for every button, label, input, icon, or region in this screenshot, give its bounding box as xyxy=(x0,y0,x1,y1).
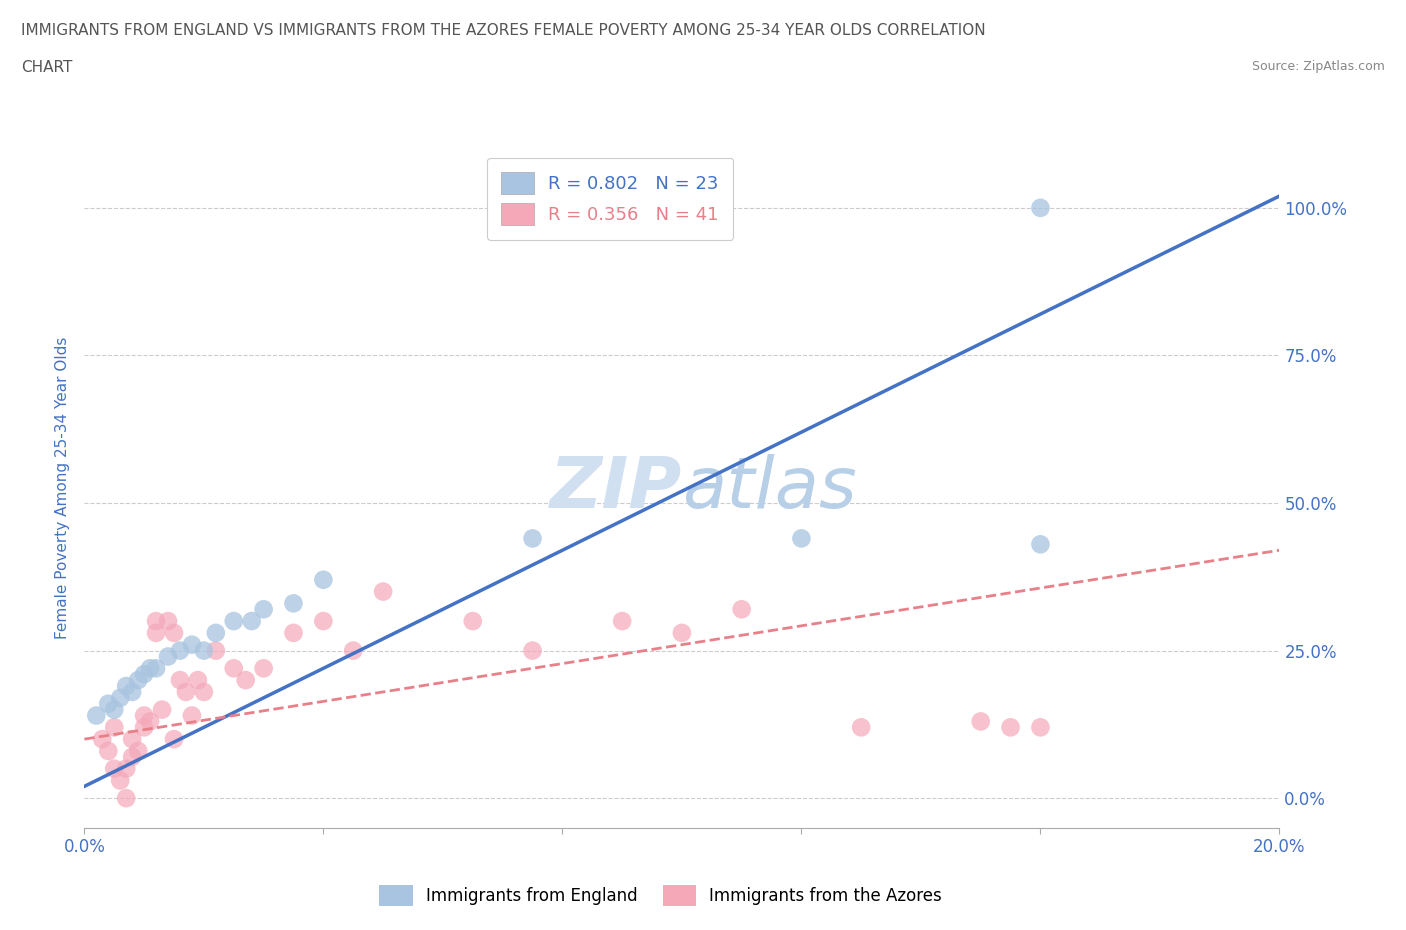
Point xyxy=(205,626,228,641)
Point xyxy=(522,644,544,658)
Point xyxy=(671,626,693,641)
Point xyxy=(110,690,132,705)
Point xyxy=(97,743,120,758)
Point xyxy=(121,750,143,764)
Point xyxy=(86,708,108,723)
Point xyxy=(187,672,209,687)
Point xyxy=(180,708,202,723)
Point xyxy=(849,720,872,735)
Point xyxy=(115,762,138,777)
Point xyxy=(461,614,484,629)
Point xyxy=(371,584,394,599)
Point xyxy=(97,697,120,711)
Text: ZIP: ZIP xyxy=(550,454,682,523)
Point xyxy=(169,672,191,687)
Point xyxy=(253,602,276,617)
Point xyxy=(222,614,245,629)
Text: Source: ZipAtlas.com: Source: ZipAtlas.com xyxy=(1251,60,1385,73)
Y-axis label: Female Poverty Among 25-34 Year Olds: Female Poverty Among 25-34 Year Olds xyxy=(55,337,70,640)
Text: IMMIGRANTS FROM ENGLAND VS IMMIGRANTS FROM THE AZORES FEMALE POVERTY AMONG 25-34: IMMIGRANTS FROM ENGLAND VS IMMIGRANTS FR… xyxy=(21,23,986,38)
Point xyxy=(127,672,149,687)
Point xyxy=(150,702,173,717)
Point xyxy=(121,732,143,747)
Point xyxy=(169,644,191,658)
Point xyxy=(253,661,276,676)
Point xyxy=(127,743,149,758)
Point xyxy=(132,667,156,682)
Point xyxy=(283,596,305,611)
Point xyxy=(240,614,263,629)
Text: atlas: atlas xyxy=(682,454,856,523)
Point xyxy=(115,679,138,694)
Point xyxy=(121,684,143,699)
Point xyxy=(163,626,186,641)
Point xyxy=(193,644,215,658)
Point xyxy=(970,714,993,729)
Point xyxy=(103,762,125,777)
Point xyxy=(312,572,335,587)
Point xyxy=(790,531,813,546)
Point xyxy=(283,626,305,641)
Point xyxy=(145,614,167,629)
Point xyxy=(1000,720,1022,735)
Point xyxy=(163,732,186,747)
Point xyxy=(235,672,257,687)
Legend: R = 0.802   N = 23, R = 0.356   N = 41: R = 0.802 N = 23, R = 0.356 N = 41 xyxy=(486,158,734,240)
Point xyxy=(1029,537,1052,551)
Point xyxy=(145,626,167,641)
Point xyxy=(174,684,197,699)
Point xyxy=(139,714,162,729)
Point xyxy=(205,644,228,658)
Point xyxy=(110,773,132,788)
Point xyxy=(342,644,364,658)
Point xyxy=(103,720,125,735)
Point xyxy=(157,614,180,629)
Point xyxy=(139,661,162,676)
Point xyxy=(115,790,138,805)
Point xyxy=(145,661,167,676)
Point xyxy=(157,649,180,664)
Point xyxy=(1029,720,1052,735)
Point xyxy=(132,720,156,735)
Point xyxy=(222,661,245,676)
Point xyxy=(103,702,125,717)
Point xyxy=(312,614,335,629)
Point xyxy=(522,531,544,546)
Point xyxy=(1029,200,1052,215)
Point xyxy=(610,614,633,629)
Point xyxy=(91,732,114,747)
Text: CHART: CHART xyxy=(21,60,73,75)
Point xyxy=(180,637,202,652)
Point xyxy=(731,602,754,617)
Point xyxy=(193,684,215,699)
Legend: Immigrants from England, Immigrants from the Azores: Immigrants from England, Immigrants from… xyxy=(373,879,949,912)
Point xyxy=(132,708,156,723)
